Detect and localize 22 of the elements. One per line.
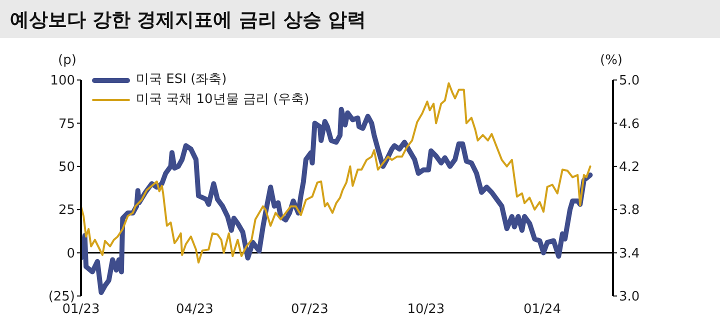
x-tick-label: 04/23: [176, 302, 214, 318]
y2-tick-label: 5.0: [619, 74, 640, 89]
legend-label: 미국 국채 10년물 금리 (우축): [136, 91, 310, 109]
y-axis-title: (p): [58, 53, 76, 68]
legend-label: 미국 ESI (좌축): [136, 71, 227, 89]
x-tick-label: 01/23: [62, 302, 100, 318]
y2-tick-label: 4.6: [619, 116, 640, 132]
y2-tick-label: 3.0: [619, 290, 640, 305]
y-tick-label: (25): [48, 290, 75, 305]
y2-tick-label: 3.8: [619, 203, 640, 218]
y-tick-label: 0: [66, 246, 75, 262]
y2-axis-title: (%): [600, 53, 622, 68]
y2-tick-label: 3.4: [619, 246, 640, 262]
y-tick-label: 25: [58, 203, 75, 218]
x-tick-label: 10/23: [407, 302, 445, 318]
chart-title: 예상보다 강한 경제지표에 금리 상승 압력: [10, 8, 366, 33]
y-tick-label: 50: [58, 160, 75, 176]
x-tick-label: 01/24: [524, 302, 561, 318]
y-tick-label: 75: [58, 116, 75, 132]
y-tick-label: 100: [50, 74, 75, 89]
y2-tick-label: 4.2: [619, 160, 640, 176]
x-tick-label: 07/23: [290, 302, 328, 318]
